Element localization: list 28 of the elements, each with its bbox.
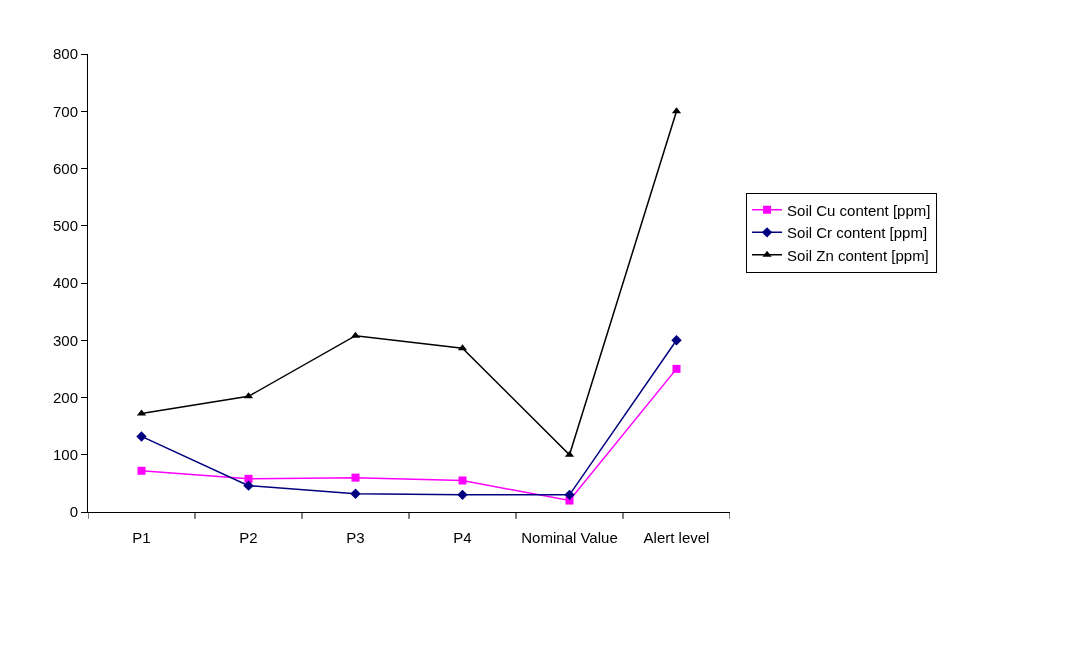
x-tick-label: P3	[346, 529, 365, 546]
x-tick-label: P1	[132, 529, 151, 546]
point	[137, 466, 146, 475]
y-tick-label: 100	[52, 446, 78, 463]
x-tick-label: Nominal Value	[521, 529, 618, 546]
point	[564, 489, 575, 501]
legend-label: Soil Cr content [ppm]	[787, 224, 928, 242]
point	[458, 476, 467, 485]
y-tick-label: 200	[52, 388, 78, 406]
point	[136, 431, 147, 442]
x-tick-label: P2	[239, 529, 258, 546]
x-tick-label: Alert level	[643, 529, 710, 546]
point	[351, 473, 360, 482]
point	[457, 489, 468, 501]
point	[243, 480, 254, 491]
x-tick-label: P4	[453, 529, 472, 546]
y-tick-label: 500	[52, 217, 78, 234]
legend-label: Soil Cu content [ppm]	[787, 201, 931, 219]
point	[671, 335, 682, 346]
y-tick-label: 300	[52, 331, 78, 349]
y-tick-label: 400	[52, 274, 78, 292]
y-tick-label: 800	[52, 45, 78, 63]
y-tick-label: 0	[69, 503, 78, 521]
legend-label: Soil Zn content [ppm]	[787, 246, 929, 264]
point	[672, 364, 681, 373]
point	[350, 488, 361, 499]
y-tick-label: 700	[52, 102, 78, 120]
y-tick-label: 600	[52, 159, 78, 177]
